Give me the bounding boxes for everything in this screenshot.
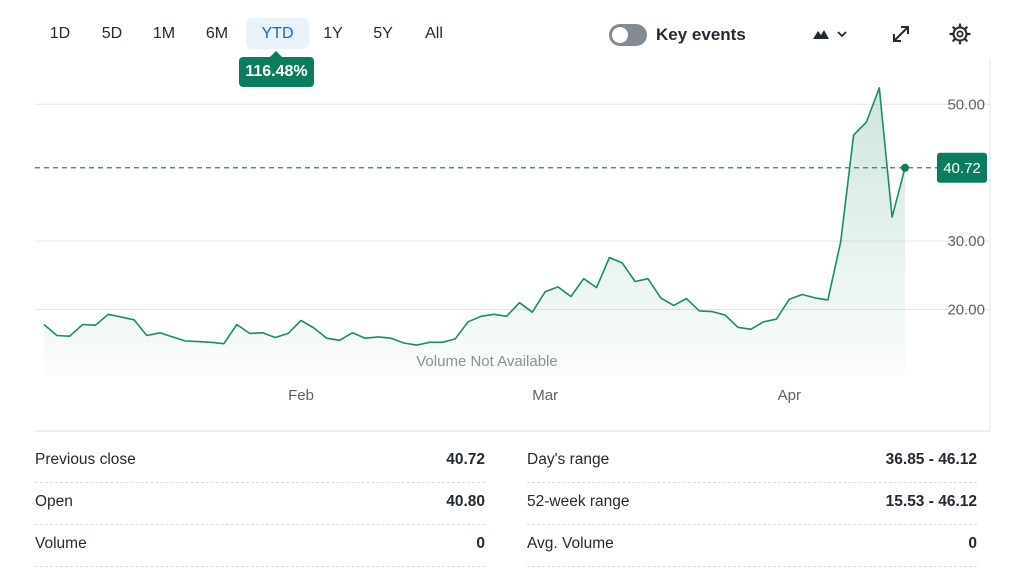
range-1y-button[interactable]: 1Y (323, 25, 343, 42)
last-price-dot (901, 163, 909, 172)
stat-row-avg-volume: Avg. Volume 0 (527, 524, 977, 567)
chevron-down-icon (837, 31, 847, 38)
stat-row-52-week-range: 52-week range 15.53 - 46.12 (527, 482, 977, 525)
stat-label: 52-week range (527, 493, 630, 510)
range-5y-button[interactable]: 5Y (373, 25, 393, 42)
volume-note: Volume Not Available (416, 353, 557, 370)
stat-value: 40.80 (446, 493, 485, 510)
y-tick-label: 30.00 (947, 233, 985, 250)
range-all-button[interactable]: All (425, 25, 443, 42)
y-tick-label: 50.00 (947, 96, 985, 113)
stat-row-open: Open 40.80 (35, 482, 485, 525)
x-tick-label: Apr (778, 387, 801, 404)
stat-label: Day's range (527, 451, 610, 468)
stat-value: 36.85 - 46.12 (885, 451, 977, 468)
x-tick-label: Mar (532, 387, 558, 404)
toggle-knob (612, 27, 628, 43)
settings-button[interactable] (948, 22, 972, 46)
stat-value: 15.53 - 46.12 (885, 493, 977, 510)
stat-label: Avg. Volume (527, 535, 614, 552)
range-1d-button[interactable]: 1D (49, 25, 71, 42)
price-line (43, 87, 906, 346)
stat-value: 0 (968, 535, 977, 552)
stat-label: Volume (35, 535, 87, 552)
change-percent-badge: 116.48% (239, 51, 314, 87)
last-price-tag-label: 40.72 (943, 160, 981, 177)
y-tick-label: 20.00 (947, 302, 985, 319)
stat-row-volume: Volume 0 (35, 524, 485, 567)
key-events-label: Key events (656, 25, 746, 44)
range-1m-button[interactable]: 1M (152, 25, 176, 42)
range-ytd-button[interactable]: YTD (246, 18, 309, 49)
price-chart[interactable]: 40.72 20.00 30.00 50.00 Feb Mar Apr Volume N… (0, 60, 1024, 432)
stat-label: Open (35, 493, 73, 510)
last-price-tag (937, 152, 987, 183)
range-5d-button[interactable]: 5D (101, 25, 123, 42)
stat-row-days-range: Day's range 36.85 - 46.12 (527, 440, 977, 483)
x-tick-label: Feb (288, 387, 314, 404)
stat-row-previous-close: Previous close 40.72 (35, 440, 485, 483)
key-events-toggle[interactable] (609, 24, 647, 46)
stat-value: 40.72 (446, 451, 485, 468)
expand-button[interactable] (889, 22, 913, 46)
stat-label: Previous close (35, 451, 136, 468)
expand-icon (893, 26, 909, 42)
range-6m-button[interactable]: 6M (205, 25, 229, 42)
gear-icon (949, 23, 971, 45)
price-area-fill (44, 87, 905, 376)
mountain-chart-icon (813, 30, 829, 39)
chart-type-dropdown[interactable] (808, 22, 852, 46)
stat-value: 0 (476, 535, 485, 552)
